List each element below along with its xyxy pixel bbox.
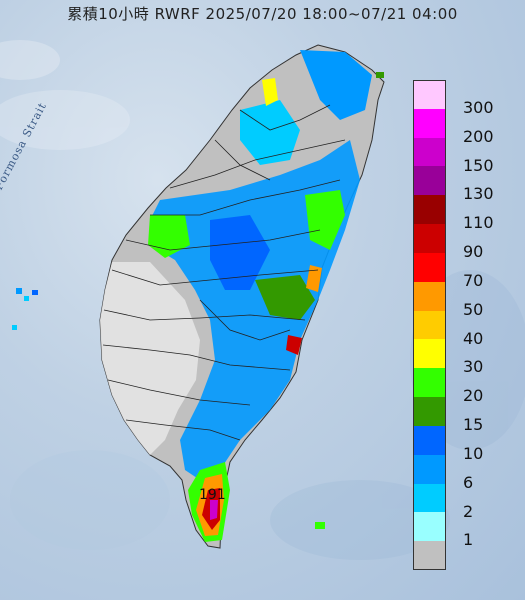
legend-label: 130 [463, 184, 494, 204]
legend-swatch [413, 281, 446, 311]
legend-row: 90 [413, 224, 513, 261]
rainfall-patches [148, 50, 372, 542]
legend-row: 130 [413, 166, 513, 203]
legend-label: 2 [463, 501, 474, 521]
legend-swatch [413, 454, 446, 484]
legend-label: 30 [463, 357, 484, 377]
legend-swatch [413, 425, 446, 455]
legend-swatch [413, 512, 446, 542]
map-title: 累積10小時 RWRF 2025/07/20 18:00~07/21 04:00 [67, 5, 458, 23]
legend-label: 300 [463, 98, 494, 117]
legend-label: 1 [463, 530, 474, 550]
offshore-islands [12, 72, 384, 529]
legend-label: 50 [463, 299, 484, 319]
max-value-label: 191 [199, 487, 226, 503]
legend-swatch [413, 80, 446, 109]
legend-label: 6 [463, 472, 474, 492]
legend-label: 40 [463, 328, 484, 348]
legend-row: 40 [413, 310, 513, 348]
legend-swatch [413, 108, 446, 138]
legend-label: 90 [463, 242, 484, 262]
legend-swatch [413, 224, 446, 253]
legend-row: 2 [413, 483, 513, 521]
legend-swatch [413, 252, 446, 282]
legend-swatch [413, 310, 446, 340]
legend-row: 300 [413, 80, 513, 117]
legend-row: 30 [413, 339, 513, 376]
legend-label: 70 [463, 270, 484, 290]
legend-swatch [413, 368, 446, 398]
legend-swatch [413, 195, 446, 225]
legend-row: 50 [413, 281, 513, 319]
legend-row: 150 [413, 137, 513, 175]
legend-label: 20 [463, 386, 484, 406]
legend-label: 15 [463, 415, 484, 435]
legend-row: 70 [413, 252, 513, 290]
legend-row: 10 [413, 425, 513, 463]
legend-row: 6 [413, 454, 513, 492]
legend-swatch [413, 166, 446, 196]
legend-row: 200 [413, 108, 513, 146]
legend-row: 110 [413, 195, 513, 232]
legend-row [413, 541, 513, 570]
legend-label: 200 [463, 126, 494, 146]
legend-label: 110 [463, 213, 494, 233]
legend-swatch [413, 137, 446, 167]
legend-swatch [413, 339, 446, 369]
legend-row: 15 [413, 397, 513, 434]
legend-swatch [413, 483, 446, 513]
legend-swatch [413, 397, 446, 426]
legend-swatch [413, 541, 446, 570]
legend-row: 1 [413, 512, 513, 549]
legend-label: 150 [463, 155, 494, 175]
basin-boundaries [102, 104, 346, 441]
legend-label: 10 [463, 443, 484, 463]
west-plain [100, 262, 200, 455]
legend-row: 20 [413, 368, 513, 405]
